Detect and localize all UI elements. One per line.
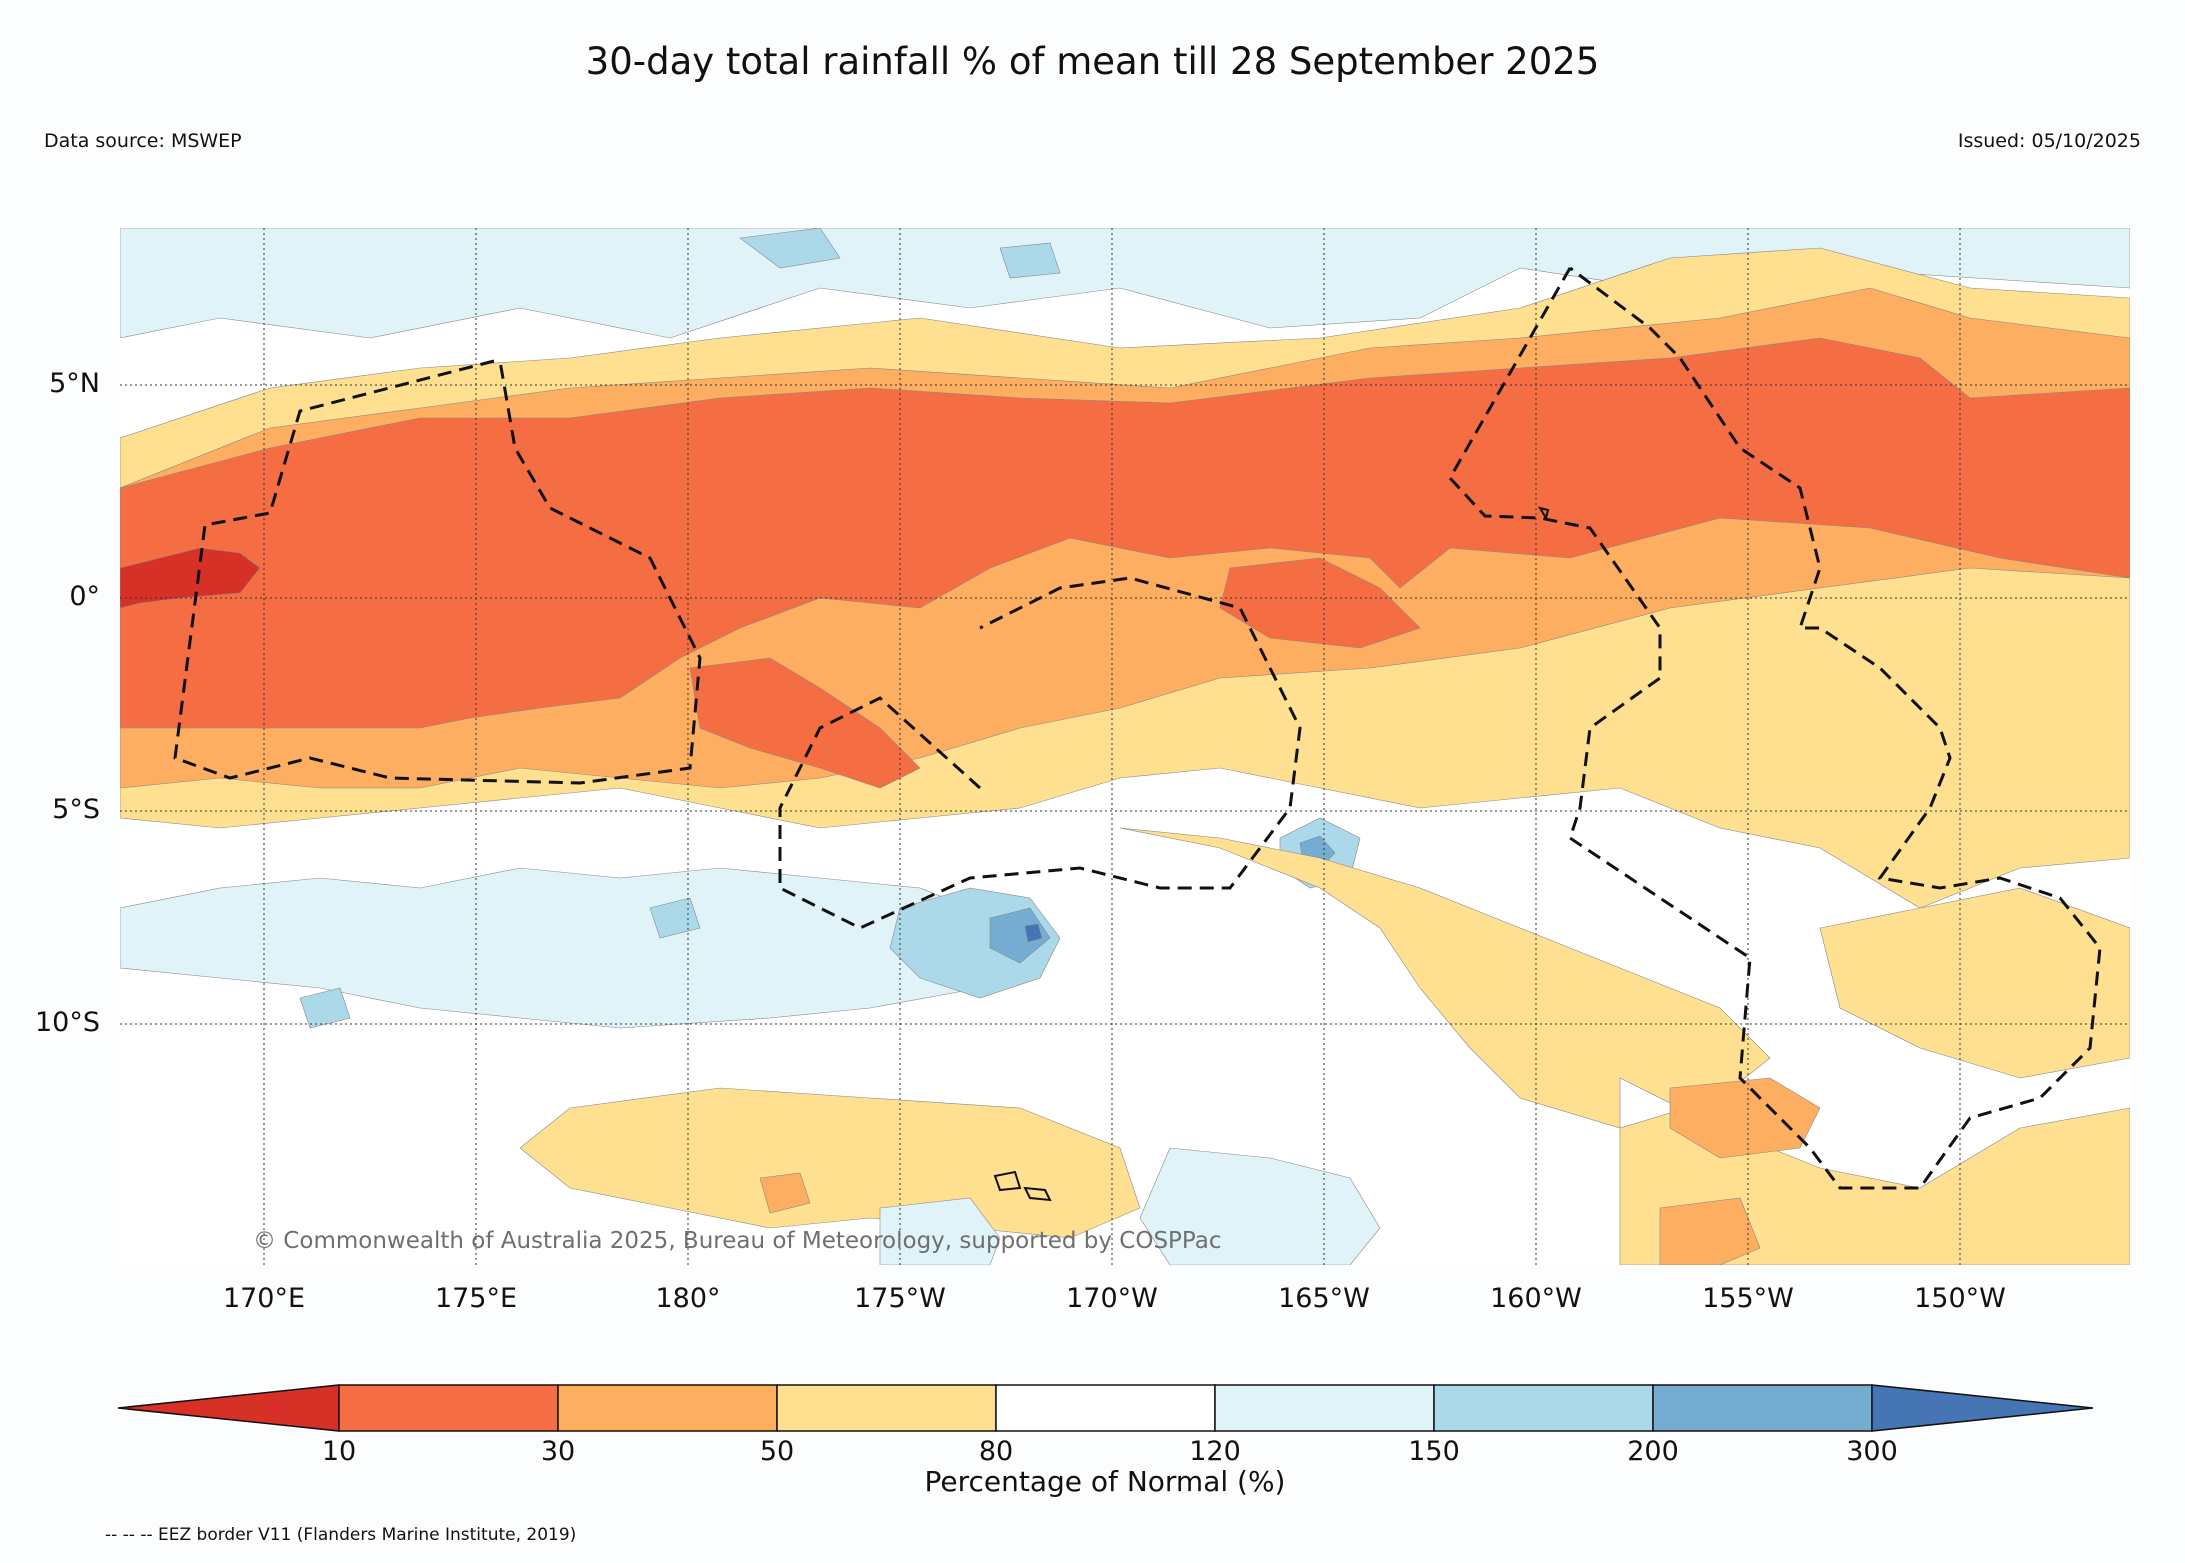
copyright-notice: © Commonwealth of Australia 2025, Bureau…: [253, 1228, 1222, 1254]
colorbar-tick-200: 200: [1603, 1436, 1703, 1467]
lon-label-155w: 155°W: [1668, 1283, 1828, 1314]
lat-label-5n: 5°N: [10, 368, 100, 399]
colorbar-extend-low: [118, 1385, 339, 1431]
lon-label-160w: 160°W: [1456, 1283, 1616, 1314]
rainfall-map: [120, 228, 2130, 1265]
colorbar-tick-10: 10: [289, 1436, 389, 1467]
colorbar-tick-120: 120: [1165, 1436, 1265, 1467]
colorbar-tick-30: 30: [508, 1436, 608, 1467]
colorbar-tick-150: 150: [1384, 1436, 1484, 1467]
issued-date-label: Issued: 05/10/2025: [1958, 130, 2141, 152]
lon-label-165w: 165°W: [1244, 1283, 1404, 1314]
colorbar-segment: [558, 1385, 777, 1431]
colorbar-segment: [1434, 1385, 1653, 1431]
colorbar-tick-80: 80: [946, 1436, 1046, 1467]
colorbar-segment: [996, 1385, 1215, 1431]
colorbar-title: Percentage of Normal (%): [0, 1465, 2185, 1498]
colorbar-segment: [777, 1385, 996, 1431]
lon-label-170w: 170°W: [1032, 1283, 1192, 1314]
colorbar: [118, 1380, 2093, 1436]
lon-label-175w: 175°W: [820, 1283, 980, 1314]
colorbar-extend-high: [1872, 1385, 2093, 1431]
colorbar-segment: [339, 1385, 558, 1431]
colorbar-tick-300: 300: [1822, 1436, 1922, 1467]
chart-title: 30-day total rainfall % of mean till 28 …: [0, 40, 2185, 83]
colorbar-segment: [1215, 1385, 1434, 1431]
lon-label-180: 180°: [608, 1283, 768, 1314]
lon-label-150w: 150°W: [1880, 1283, 2040, 1314]
lat-label-10s: 10°S: [10, 1007, 100, 1038]
colorbar-segment: [1653, 1385, 1872, 1431]
data-source-label: Data source: MSWEP: [44, 130, 242, 152]
lon-label-175e: 175°E: [396, 1283, 556, 1314]
eez-footnote: -- -- -- EEZ border V11 (Flanders Marine…: [105, 1525, 576, 1545]
lon-label-170e: 170°E: [184, 1283, 344, 1314]
lat-label-0: 0°: [10, 581, 100, 612]
lat-label-5s: 5°S: [10, 794, 100, 825]
colorbar-tick-50: 50: [727, 1436, 827, 1467]
